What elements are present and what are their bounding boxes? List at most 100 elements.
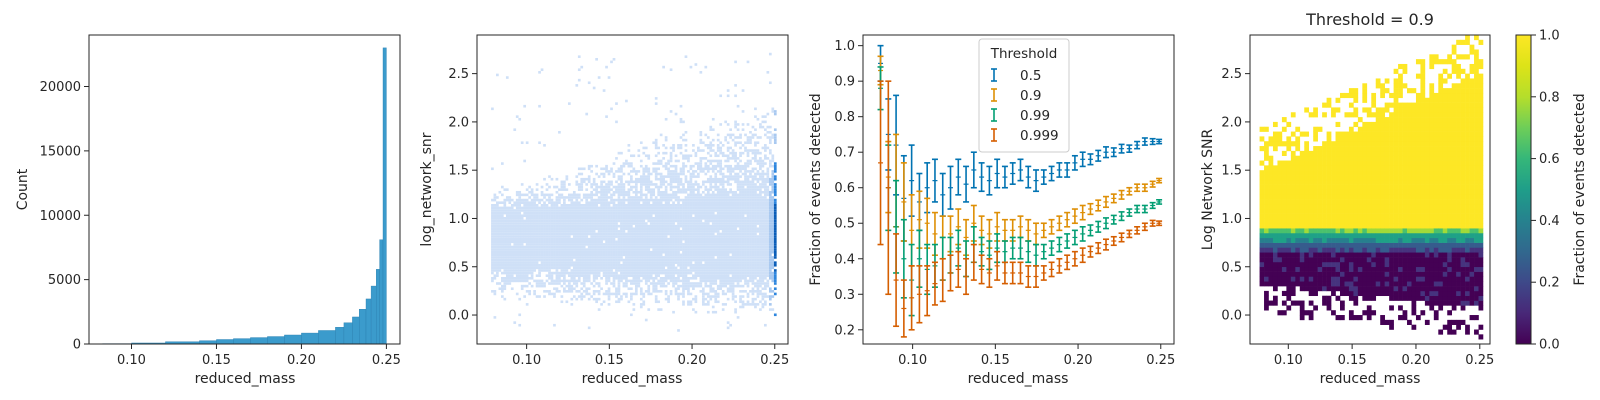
density-cell (550, 177, 554, 181)
density-cell (630, 240, 633, 244)
density-cell (632, 227, 636, 231)
density-cell (570, 232, 574, 236)
density-cell (754, 188, 757, 191)
density-cell (644, 224, 648, 228)
density-cell (513, 269, 517, 272)
density-cell (602, 235, 606, 238)
density-cell (689, 256, 693, 259)
density-cell (610, 206, 613, 210)
density-cell (625, 279, 628, 283)
density-cell (759, 271, 762, 275)
density-cell (759, 250, 762, 254)
density-cell (697, 196, 700, 199)
density-cell (701, 183, 705, 186)
density-cell (585, 219, 589, 223)
density-cell (607, 261, 611, 264)
density-cell (761, 146, 765, 150)
density-cell (768, 203, 772, 207)
density-cell (766, 232, 770, 236)
density-cell (699, 217, 703, 220)
density-cell (572, 248, 576, 251)
density-cell (575, 284, 579, 288)
density-cell (535, 217, 539, 220)
density-cell (709, 198, 713, 202)
density-cell (642, 227, 646, 231)
density-cell (630, 297, 633, 301)
density-cell (761, 287, 765, 291)
density-cell (642, 219, 646, 223)
density-cell (721, 185, 725, 189)
density-cell (654, 253, 658, 257)
density-cell (590, 250, 594, 254)
density-cell (543, 295, 546, 298)
density-cell (667, 227, 670, 231)
density-cell (634, 243, 638, 246)
density-cell (729, 235, 732, 238)
density-cell (649, 222, 653, 225)
density-cell (637, 206, 641, 210)
density-cell (736, 183, 740, 186)
density-cell (652, 256, 656, 259)
density-cell (572, 227, 576, 231)
density-cell (669, 269, 673, 272)
density-cell (498, 190, 502, 194)
density-cell (761, 214, 765, 218)
density-cell (595, 217, 598, 220)
density-cell (659, 219, 663, 223)
density-cell (634, 245, 638, 249)
density-cell (759, 206, 762, 210)
density-cell (684, 276, 688, 280)
density-cell (667, 201, 670, 204)
density-cell (548, 175, 551, 178)
density-cell (639, 190, 643, 194)
density-cell (580, 269, 584, 272)
density-cell (721, 269, 725, 272)
density-cell (637, 201, 641, 204)
density-cell (692, 196, 695, 199)
density-cell (724, 227, 728, 231)
density-cell (726, 180, 730, 184)
density-cell (644, 183, 648, 186)
density-cell (759, 190, 762, 194)
density-cell (706, 243, 710, 246)
density-cell (751, 217, 755, 220)
density-cell (558, 188, 561, 191)
density-cell (595, 300, 598, 304)
density-cell (654, 102, 658, 105)
density-cell (644, 198, 648, 202)
density-cell (736, 219, 740, 223)
density-cell (558, 258, 561, 262)
density-cell (647, 177, 651, 181)
density-cell (510, 266, 514, 270)
density-cell (597, 76, 601, 79)
density-cell (746, 159, 750, 163)
density-cell (548, 290, 551, 293)
density-cell (570, 303, 574, 306)
density-cell (721, 232, 725, 236)
density-cell (679, 209, 683, 212)
density-cell (620, 193, 623, 197)
density-cell (731, 167, 735, 171)
density-cell (617, 219, 621, 223)
density-cell (563, 185, 566, 189)
density-cell (602, 222, 606, 225)
density-cell (704, 303, 708, 306)
density-cell (672, 164, 675, 168)
density-cell (567, 279, 571, 283)
density-cell (697, 172, 700, 176)
density-cell (684, 157, 688, 160)
density-cell (714, 217, 718, 220)
density-cell (496, 245, 499, 249)
density-cell (602, 219, 606, 223)
density-cell (657, 274, 661, 277)
density-cell (508, 250, 512, 254)
density-cell (503, 198, 507, 202)
density-cell (674, 159, 678, 163)
density-cell (639, 214, 643, 218)
density-cell (572, 282, 576, 285)
density-cell (736, 245, 740, 249)
density-cell (734, 201, 737, 204)
density-cell (711, 274, 715, 277)
density-cell (692, 240, 695, 244)
density-cell (632, 248, 636, 251)
